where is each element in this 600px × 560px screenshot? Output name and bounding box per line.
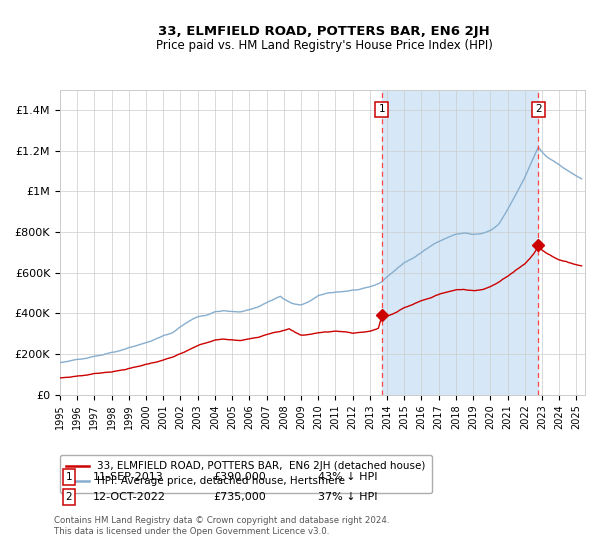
Bar bbox=[382, 90, 538, 395]
Text: 37% ↓ HPI: 37% ↓ HPI bbox=[318, 492, 377, 502]
Text: 2: 2 bbox=[65, 492, 73, 502]
Legend: 33, ELMFIELD ROAD, POTTERS BAR,  EN6 2JH (detached house), HPI: Average price, d: 33, ELMFIELD ROAD, POTTERS BAR, EN6 2JH … bbox=[60, 455, 432, 493]
Text: 11-SEP-2013: 11-SEP-2013 bbox=[93, 472, 164, 482]
Text: 12-OCT-2022: 12-OCT-2022 bbox=[93, 492, 166, 502]
Text: 1: 1 bbox=[65, 472, 73, 482]
Text: 1: 1 bbox=[379, 104, 385, 114]
Text: £735,000: £735,000 bbox=[213, 492, 266, 502]
Text: Price paid vs. HM Land Registry's House Price Index (HPI): Price paid vs. HM Land Registry's House … bbox=[155, 39, 493, 52]
Text: 2: 2 bbox=[535, 104, 542, 114]
Text: Contains HM Land Registry data © Crown copyright and database right 2024.
This d: Contains HM Land Registry data © Crown c… bbox=[54, 516, 389, 536]
Text: 43% ↓ HPI: 43% ↓ HPI bbox=[318, 472, 377, 482]
Text: £390,000: £390,000 bbox=[213, 472, 266, 482]
Text: 33, ELMFIELD ROAD, POTTERS BAR, EN6 2JH: 33, ELMFIELD ROAD, POTTERS BAR, EN6 2JH bbox=[158, 25, 490, 38]
